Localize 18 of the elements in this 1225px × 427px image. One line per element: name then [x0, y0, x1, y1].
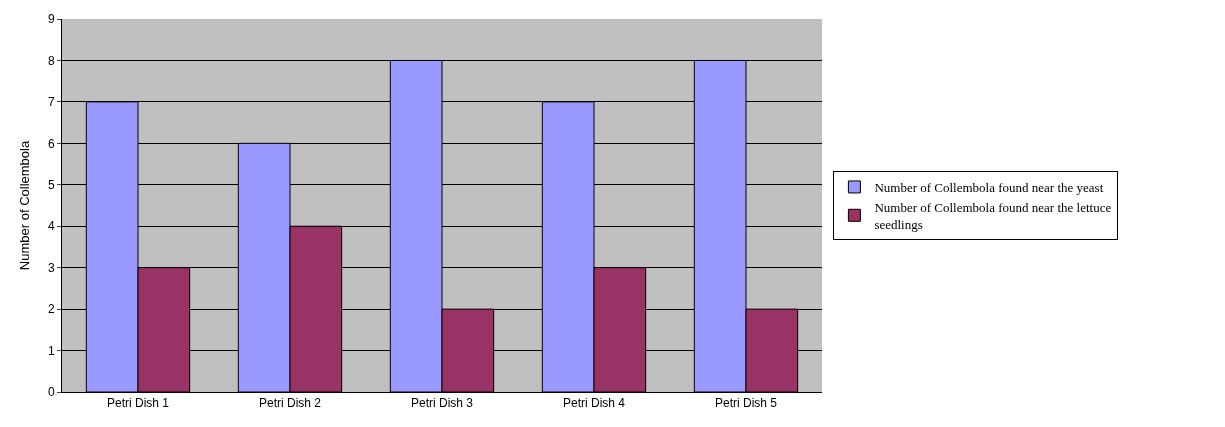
y-tick-label: 1 — [47, 343, 55, 358]
x-tick-label: Petri Dish 1 — [106, 396, 170, 411]
x-tick-label: Petri Dish 5 — [714, 396, 778, 411]
x-tick-label: Petri Dish 3 — [410, 396, 474, 411]
y-axis-title: Number of Collembola — [16, 140, 32, 271]
x-tick-label: Petri Dish 2 — [258, 396, 322, 411]
y-tick-label: 8 — [47, 53, 55, 68]
y-tick-label: 9 — [47, 12, 55, 27]
y-tick-label: 4 — [47, 219, 55, 234]
legend-label: Number of Collembola found near the lettuce seedlings — [874, 199, 1112, 232]
x-tick-label: Petri Dish 4 — [562, 396, 626, 411]
y-tick-label: 0 — [47, 385, 55, 400]
y-tick-label: 3 — [47, 260, 55, 275]
y-tick-label: 5 — [47, 177, 55, 192]
y-tick-label: 2 — [47, 302, 55, 317]
y-tick-label: 7 — [47, 95, 55, 110]
y-tick-label: 6 — [47, 136, 55, 151]
legend-label: Number of Collembola found near the yeast — [874, 180, 1104, 196]
